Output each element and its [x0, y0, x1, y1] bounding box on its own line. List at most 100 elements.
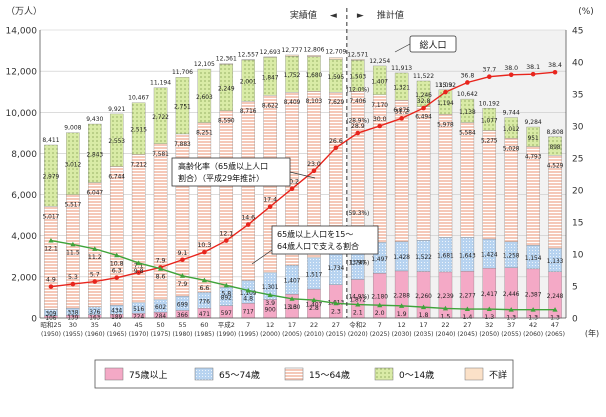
segment-value-label: 1,012: [503, 127, 520, 133]
bar-segment-3: [504, 117, 518, 139]
segment-value-label: 1,872: [349, 298, 366, 304]
bar-segment-3: [88, 123, 102, 183]
x-unit-label: (年): [585, 328, 599, 338]
y2-tick-label: 0: [572, 315, 578, 325]
segment-value-label: 2,722: [152, 115, 169, 121]
support-leader: [251, 249, 273, 265]
line-value-label: 14.6: [241, 215, 255, 222]
segment-value-label: 8,409: [284, 100, 301, 106]
x-tick-label: 7: [246, 321, 250, 329]
x-tick-label: 45: [134, 321, 142, 329]
bar-segment-3: [197, 68, 212, 123]
line-point: [464, 306, 470, 312]
segment-value-label: 7,406: [349, 99, 366, 105]
x-tick-year: (1980): [172, 331, 192, 338]
segment-value-label: 434: [111, 309, 122, 315]
segment-value-label: 1,680: [306, 73, 323, 79]
segment-value-label: 4,793: [525, 155, 542, 161]
segment-value-label: 1,503: [349, 75, 366, 81]
support-annotation-2: 64歳人口で支える割合: [277, 241, 359, 251]
segment-value-label: 1,407: [371, 79, 388, 85]
y-tick-label: 0: [31, 315, 37, 325]
line-point: [136, 260, 142, 265]
bar-segment-2: [416, 106, 431, 241]
segment-value-label: 376: [89, 310, 100, 316]
bar-segment-4: [285, 54, 299, 57]
x-tick-year: (1960): [85, 331, 105, 338]
x-tick-label: 47: [551, 321, 559, 329]
segment-value-label: 5,517: [65, 203, 82, 209]
total-label: 12,571: [347, 51, 368, 58]
legend-swatch-2: [284, 367, 304, 381]
x-tick-label: 12: [397, 321, 405, 329]
total-label: 12,777: [282, 47, 303, 54]
bar-segment-2: [219, 110, 234, 288]
line-value-label: 7.9: [156, 257, 166, 264]
bar-segment-2: [131, 154, 146, 303]
line-value-label: 12.1: [219, 231, 233, 238]
line-value-label: 1.9: [397, 311, 407, 318]
segment-value-label: 2,001: [240, 80, 257, 86]
x-tick-label: 60: [200, 321, 208, 329]
segment-value-label: 1,258: [503, 254, 520, 260]
line-value-label: 12.1: [44, 246, 58, 253]
line-value-label: 28.9: [351, 123, 365, 130]
segment-value-label: 1,522: [415, 255, 432, 261]
line-value-label: 23.0: [307, 161, 321, 168]
segment-value-label: 1,497: [371, 257, 388, 263]
line-point: [179, 273, 186, 278]
x-tick-year: (2030): [392, 331, 412, 338]
bar-segment-3: [548, 136, 562, 156]
line-value-label: 11.2: [88, 254, 102, 261]
line-point: [114, 275, 120, 280]
line-point: [508, 72, 514, 78]
y2-tick-label: 10: [572, 251, 584, 261]
line-point: [333, 300, 339, 306]
line-value-label: 38.0: [504, 65, 518, 72]
line-point: [245, 287, 251, 293]
legend-swatch-1: [194, 367, 214, 381]
aging-box: [171, 157, 291, 187]
segment-value-label: 1,407: [306, 303, 323, 309]
segment-value-label: 6,744: [108, 174, 125, 180]
segment-value-label: 2,288: [393, 293, 410, 299]
line-value-label: 37.7: [482, 67, 496, 74]
bar-segment-2: [504, 138, 518, 242]
bar-segment-4: [219, 63, 234, 65]
segment-value-label: 2,603: [196, 95, 213, 101]
segment-value-label: 1,517: [306, 272, 323, 278]
line-point: [180, 257, 185, 263]
line-point: [267, 292, 273, 297]
support-box: [271, 225, 379, 255]
line-point: [289, 296, 295, 301]
bar-segment-4: [329, 57, 343, 60]
segment-value-label: 1,133: [547, 259, 564, 265]
line-point: [486, 74, 492, 80]
legend-swatch-0: [104, 367, 124, 381]
total-label: 12,806: [303, 47, 324, 54]
x-tick-year: (2010): [304, 331, 324, 338]
segment-value-label: 7,212: [130, 162, 147, 168]
legend-label-2: 15～64歳: [309, 369, 350, 381]
y-tick-label: 8,000: [11, 150, 37, 160]
line-point: [311, 168, 317, 174]
segment-value-label: 8,103: [306, 99, 323, 105]
x-tick-label: 27: [332, 321, 340, 329]
segment-value-label: 471: [199, 312, 210, 318]
y2-unit-label: (%): [578, 7, 594, 17]
line-value-label: 35.3: [439, 82, 453, 89]
segment-value-label: 2,843: [86, 152, 103, 158]
line-point: [223, 238, 229, 243]
bar-segment-2: [438, 114, 453, 238]
line-value-label: 10.8: [110, 260, 124, 267]
x-tick-year: (2005): [282, 331, 302, 338]
y2-tick-label: 25: [572, 155, 583, 165]
segment-value-label: 6,047: [86, 191, 103, 197]
segment-value-label: 2,553: [108, 139, 125, 145]
segment-value-label: 1,643: [459, 253, 476, 259]
bar-segment-2: [44, 206, 58, 310]
pct-label-2020: (28.9%): [346, 119, 369, 125]
projected-label: 推計値: [377, 9, 404, 21]
